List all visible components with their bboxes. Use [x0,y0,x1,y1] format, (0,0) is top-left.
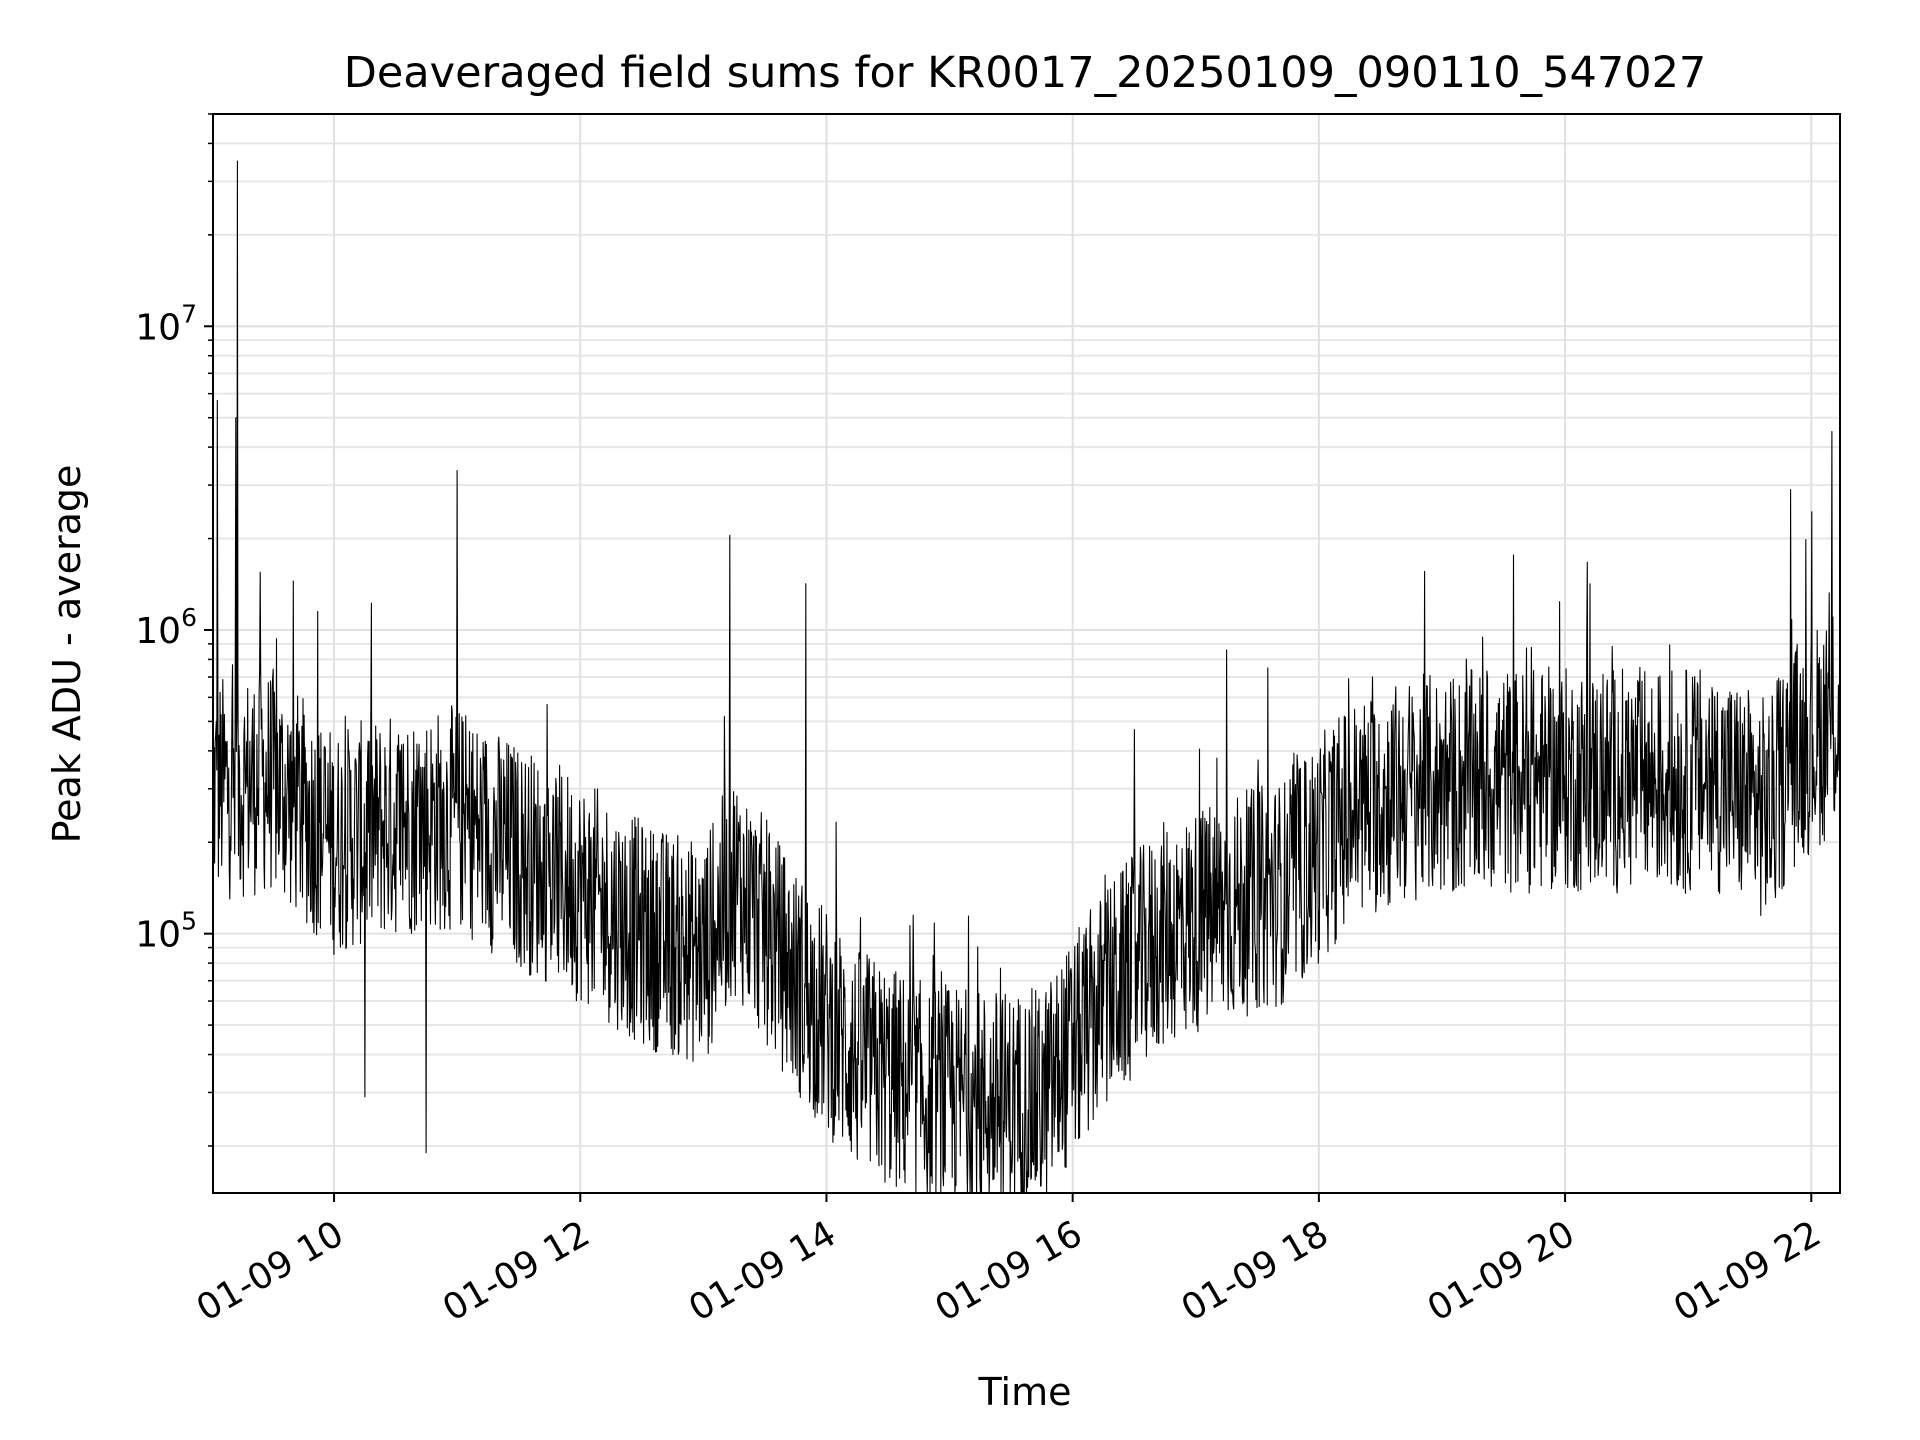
y-tick-label: 105 [135,907,197,956]
y-axis-label: Peak ADU - average [45,465,89,844]
x-axis-label: Time [978,1370,1072,1414]
y-tick-label: 107 [135,299,197,348]
y-tick-label: 106 [135,603,197,652]
plot-frame [212,113,1841,1194]
chart-title: Deaveraged field sums for KR0017_2025010… [344,48,1707,98]
y-axis: 105 106 107 [135,113,213,1147]
